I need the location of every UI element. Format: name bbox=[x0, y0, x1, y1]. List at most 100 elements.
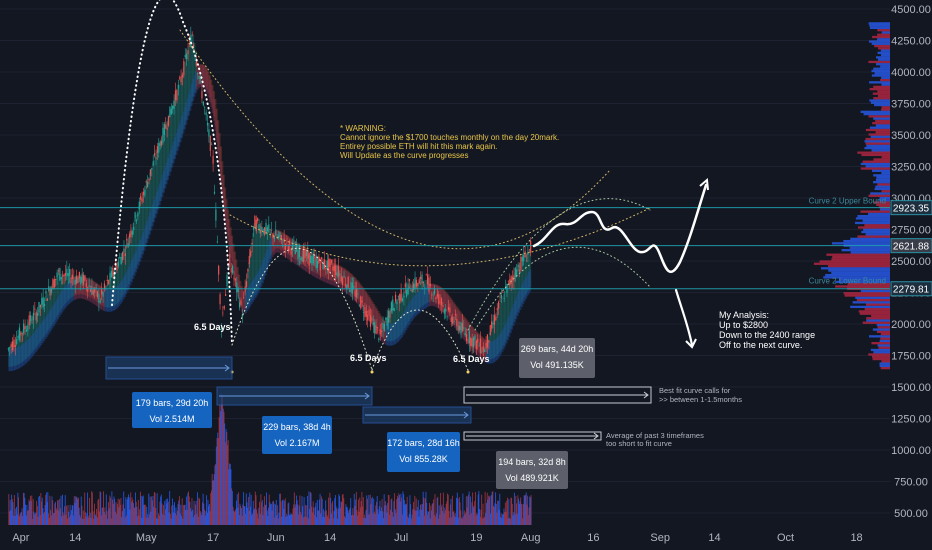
candle-body bbox=[230, 267, 232, 273]
volume-bar bbox=[176, 515, 178, 525]
band-segment bbox=[449, 297, 452, 318]
profile-bar bbox=[868, 335, 890, 338]
candle-body bbox=[293, 243, 295, 244]
band-lower bbox=[490, 341, 493, 364]
band-segment bbox=[23, 327, 26, 361]
volume-bar bbox=[80, 517, 81, 525]
volume-bar bbox=[504, 512, 506, 525]
band-segment bbox=[111, 273, 114, 307]
candle-body bbox=[130, 230, 132, 237]
volume-bar bbox=[507, 518, 509, 525]
volume-bar bbox=[418, 516, 420, 525]
volume-bar bbox=[367, 498, 368, 525]
profile-bar bbox=[860, 110, 890, 113]
band-lower bbox=[480, 337, 483, 360]
band-lower bbox=[193, 74, 196, 97]
candle-body bbox=[518, 269, 521, 272]
candle-body bbox=[385, 317, 387, 320]
band-segment bbox=[86, 277, 89, 297]
candle-body bbox=[11, 341, 14, 351]
candle-body bbox=[73, 277, 75, 279]
volume-bar bbox=[458, 517, 460, 525]
volume-bar bbox=[130, 501, 132, 525]
volume-bar bbox=[440, 492, 442, 525]
profile-bar bbox=[870, 135, 890, 138]
volume-bar bbox=[515, 495, 517, 525]
band-segment bbox=[472, 327, 475, 347]
big-cycle-curve bbox=[111, 0, 233, 346]
band-segment bbox=[89, 279, 92, 298]
profile-bar bbox=[881, 360, 890, 363]
profile-bar bbox=[871, 314, 890, 318]
candle-body bbox=[233, 277, 235, 280]
volume-bar bbox=[59, 498, 61, 525]
volume-bar bbox=[513, 492, 515, 525]
volume-bar bbox=[459, 502, 461, 525]
candle-body bbox=[478, 345, 480, 347]
volume-bar bbox=[208, 503, 210, 525]
volume-bar bbox=[73, 515, 75, 525]
volume-bar bbox=[393, 501, 395, 525]
band-segment bbox=[456, 307, 459, 328]
band-lower bbox=[94, 283, 97, 306]
band-segment bbox=[61, 274, 64, 309]
volume-bar bbox=[380, 507, 382, 525]
volume-bar bbox=[210, 493, 212, 525]
band-lower bbox=[168, 153, 171, 176]
candle-body bbox=[453, 321, 455, 323]
band-lower bbox=[426, 285, 429, 308]
volume-bar bbox=[384, 505, 386, 525]
candle-body bbox=[110, 270, 113, 278]
band-segment bbox=[339, 266, 342, 285]
band-lower bbox=[48, 310, 51, 333]
volume-bar bbox=[16, 506, 17, 525]
band-lower bbox=[423, 287, 426, 310]
band-lower bbox=[454, 305, 456, 328]
volume-bar bbox=[36, 500, 38, 525]
band-lower bbox=[331, 263, 334, 286]
candle-body bbox=[103, 283, 106, 289]
band-segment bbox=[34, 313, 37, 348]
band-lower bbox=[240, 289, 243, 312]
volume-bar bbox=[141, 517, 143, 525]
volume-bar bbox=[326, 514, 328, 525]
band-lower bbox=[43, 319, 46, 342]
band-lower bbox=[256, 273, 259, 296]
band-segment bbox=[136, 210, 139, 265]
band-segment bbox=[497, 307, 500, 355]
candle-body bbox=[64, 272, 67, 276]
volume-bar bbox=[110, 518, 112, 525]
band-lower bbox=[125, 272, 128, 295]
volume-bar bbox=[168, 512, 170, 525]
profile-bar bbox=[844, 294, 890, 297]
volume-bar bbox=[116, 503, 118, 525]
volume-bar bbox=[451, 517, 453, 525]
time-axis[interactable]: Apr 14 May 17 Jun 14 Jul 19 Aug 16 Sep 14 Oct 18 bbox=[0, 528, 890, 550]
band-lower bbox=[215, 120, 218, 143]
volume-bar bbox=[501, 518, 503, 525]
price-axis[interactable]: 4500.004250.004000.003750.003500.003250.… bbox=[890, 0, 932, 550]
volume-bar bbox=[369, 494, 371, 525]
volume-bar bbox=[406, 496, 408, 525]
band-segment bbox=[29, 320, 32, 355]
band-lower bbox=[8, 349, 11, 372]
volume-bar bbox=[103, 491, 104, 525]
candle-body bbox=[247, 269, 249, 272]
volume-bar bbox=[119, 499, 120, 525]
band-lower bbox=[321, 259, 324, 282]
band-lower bbox=[498, 334, 501, 357]
candle-body bbox=[321, 257, 323, 259]
volume-bar bbox=[243, 492, 244, 525]
volume-bar bbox=[67, 505, 69, 525]
volume-bar bbox=[270, 503, 272, 525]
candle-body bbox=[445, 308, 447, 312]
volume-bar bbox=[119, 504, 121, 525]
volume-bar bbox=[35, 512, 37, 525]
band-segment bbox=[313, 253, 316, 273]
band-lower bbox=[275, 230, 278, 253]
band-lower bbox=[143, 228, 146, 251]
volume-bar bbox=[49, 495, 51, 525]
band-segment bbox=[332, 263, 335, 282]
band-lower bbox=[360, 287, 363, 310]
